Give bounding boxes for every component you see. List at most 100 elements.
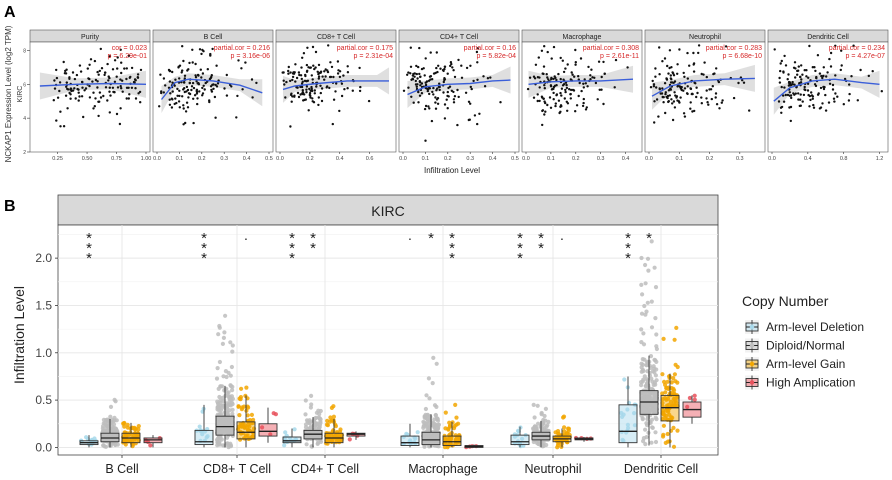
data-point — [160, 91, 163, 95]
data-point — [831, 83, 835, 87]
data-point — [791, 83, 794, 86]
data-point — [118, 122, 122, 126]
data-point — [532, 96, 536, 99]
jitter-point — [133, 426, 138, 431]
data-point — [672, 72, 675, 75]
stat-p-value: p = 4.27e-07 — [845, 53, 885, 60]
data-point — [456, 88, 459, 92]
data-point — [715, 103, 719, 106]
jitter-point — [404, 431, 409, 436]
data-point — [469, 64, 472, 68]
data-point — [666, 96, 669, 100]
data-point — [296, 91, 300, 95]
jitter-point — [422, 420, 427, 425]
significance-mark: *** — [517, 230, 523, 267]
data-point — [828, 57, 831, 61]
jitter-point — [432, 417, 437, 422]
data-point — [654, 67, 657, 70]
jitter-point — [687, 395, 693, 401]
data-point — [241, 88, 244, 91]
jitter-point — [651, 382, 656, 387]
jitter-point — [532, 415, 537, 420]
data-point — [591, 76, 594, 79]
x-tick-label: 0.5 — [511, 156, 519, 162]
data-point — [602, 102, 605, 106]
data-point — [661, 87, 664, 90]
jitter-point — [230, 388, 235, 393]
jitter-point — [245, 428, 251, 433]
jitter-point — [649, 325, 655, 330]
data-point — [791, 80, 794, 84]
jitter-point — [197, 424, 202, 429]
x-tick-label: 0.4 — [489, 156, 497, 162]
category-b-cell: B Cell*** — [79, 230, 163, 476]
x-tick-label: Macrophage — [408, 462, 478, 476]
panel-b-letter: B — [4, 198, 16, 215]
data-point — [83, 89, 86, 92]
data-point — [663, 57, 667, 60]
data-point — [68, 91, 71, 95]
jitter-point — [692, 393, 697, 398]
data-point — [778, 81, 782, 84]
x-tick-label: CD8+ T Cell — [203, 462, 271, 476]
data-point — [340, 94, 344, 98]
data-point — [326, 69, 329, 72]
data-point — [282, 79, 285, 82]
jitter-point — [243, 433, 248, 438]
jitter-point — [222, 426, 227, 431]
significance-mark: *** — [449, 230, 455, 267]
panel-a-y-axis: 2 4 6 8 — [23, 48, 30, 156]
data-point — [108, 111, 112, 114]
data-point — [319, 70, 323, 73]
data-point — [811, 97, 814, 101]
data-point — [541, 123, 544, 127]
data-point — [812, 103, 815, 107]
data-point — [321, 75, 324, 78]
x-tick-label: 1.00 — [141, 156, 152, 162]
stat-correlation: cor = 0.023 — [112, 45, 147, 52]
jitter-point — [423, 424, 428, 429]
data-point — [69, 97, 72, 100]
data-point — [212, 83, 215, 86]
jitter-point — [520, 436, 525, 441]
data-point — [116, 86, 120, 89]
data-point — [328, 86, 331, 90]
category-macrophage: Macrophage. * *** — [400, 227, 484, 476]
stat-p-value: p = 3.16e-06 — [230, 53, 270, 60]
jitter-point — [539, 412, 544, 417]
jitter-point — [260, 425, 265, 430]
data-point — [707, 103, 710, 106]
data-point — [168, 69, 172, 73]
jitter-point — [626, 400, 632, 405]
jitter-point — [251, 417, 256, 422]
data-point — [415, 85, 418, 89]
data-point — [443, 77, 446, 80]
facet-title: Dendritic Cell — [807, 34, 849, 41]
data-point — [96, 70, 99, 74]
x-tick-label: 0.1 — [176, 156, 184, 162]
box — [194, 429, 214, 446]
box — [215, 415, 235, 436]
data-point — [554, 102, 557, 105]
data-point — [827, 101, 831, 104]
x-tick-label: 0.0 — [276, 156, 284, 162]
data-point — [417, 90, 420, 94]
data-point — [543, 45, 546, 48]
data-point — [429, 75, 433, 78]
data-point — [309, 96, 312, 99]
data-point — [301, 91, 304, 94]
data-point — [300, 66, 303, 69]
jitter-point — [544, 424, 549, 429]
jitter-point — [309, 402, 314, 407]
jitter-point — [649, 376, 654, 381]
data-point — [196, 82, 199, 85]
data-point — [427, 79, 431, 83]
data-point — [834, 44, 837, 47]
data-point — [703, 61, 706, 64]
jitter-point — [640, 292, 645, 297]
legend-item-diploid-normal: Diploid/Normal — [745, 338, 845, 353]
data-point — [111, 86, 115, 90]
data-point — [665, 77, 668, 80]
jitter-point — [217, 420, 222, 425]
jitter-point — [222, 330, 227, 335]
